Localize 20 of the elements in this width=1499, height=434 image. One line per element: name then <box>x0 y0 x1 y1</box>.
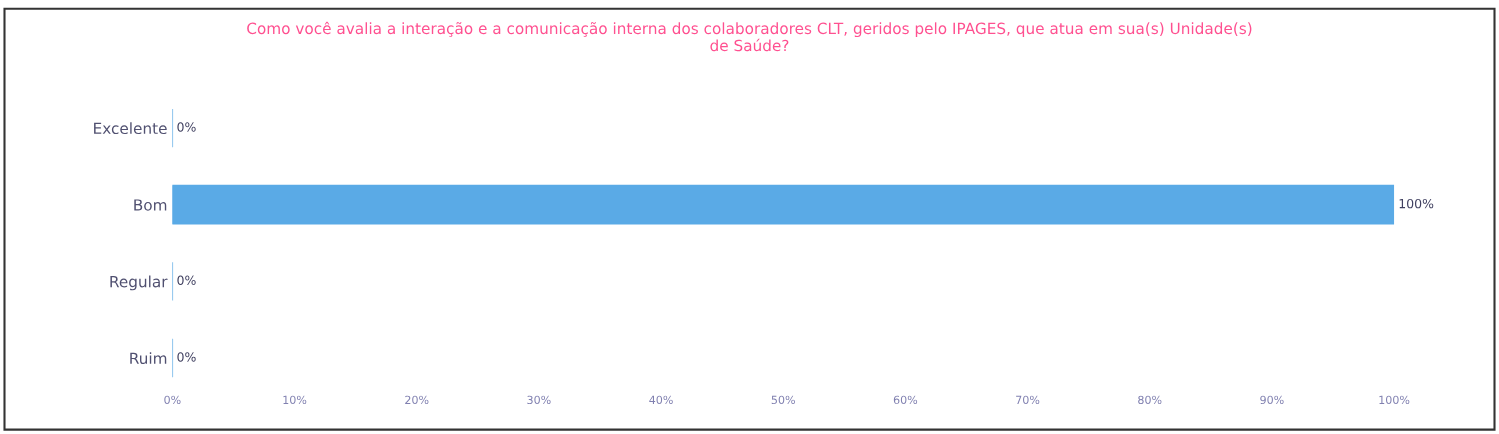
data-label: 100% <box>1399 198 1434 209</box>
x-tick-label: 10% <box>283 395 307 405</box>
x-tick-label: 40% <box>649 395 673 405</box>
x-tick-label: 100% <box>1379 395 1410 405</box>
x-tick-label: 30% <box>527 395 551 405</box>
data-label: 0% <box>177 352 196 362</box>
x-tick-label: 70% <box>1016 395 1040 405</box>
x-tick-label: 80% <box>1138 395 1162 405</box>
chart-title: Como você avalia a interação e a comunicação interna dos colaboradores CLT, geridos pelo IPAGES, que atua em sua(s) Unidade(s) de Saúde? <box>247 21 1252 52</box>
data-label: 0% <box>177 275 196 285</box>
x-tick-label: 90% <box>1260 395 1284 405</box>
y-tick-label: Ruim <box>130 352 167 365</box>
y-tick-label: Bom <box>134 199 167 211</box>
x-tick-label: 20% <box>405 395 429 405</box>
x-tick-label: 50% <box>771 395 795 405</box>
x-tick-label: 60% <box>893 395 918 405</box>
y-tick-label: Excelente <box>94 122 167 135</box>
y-tick-label: Regular <box>110 275 168 291</box>
x-tick-label: 0% <box>164 395 181 405</box>
data-label: 0% <box>177 122 196 132</box>
